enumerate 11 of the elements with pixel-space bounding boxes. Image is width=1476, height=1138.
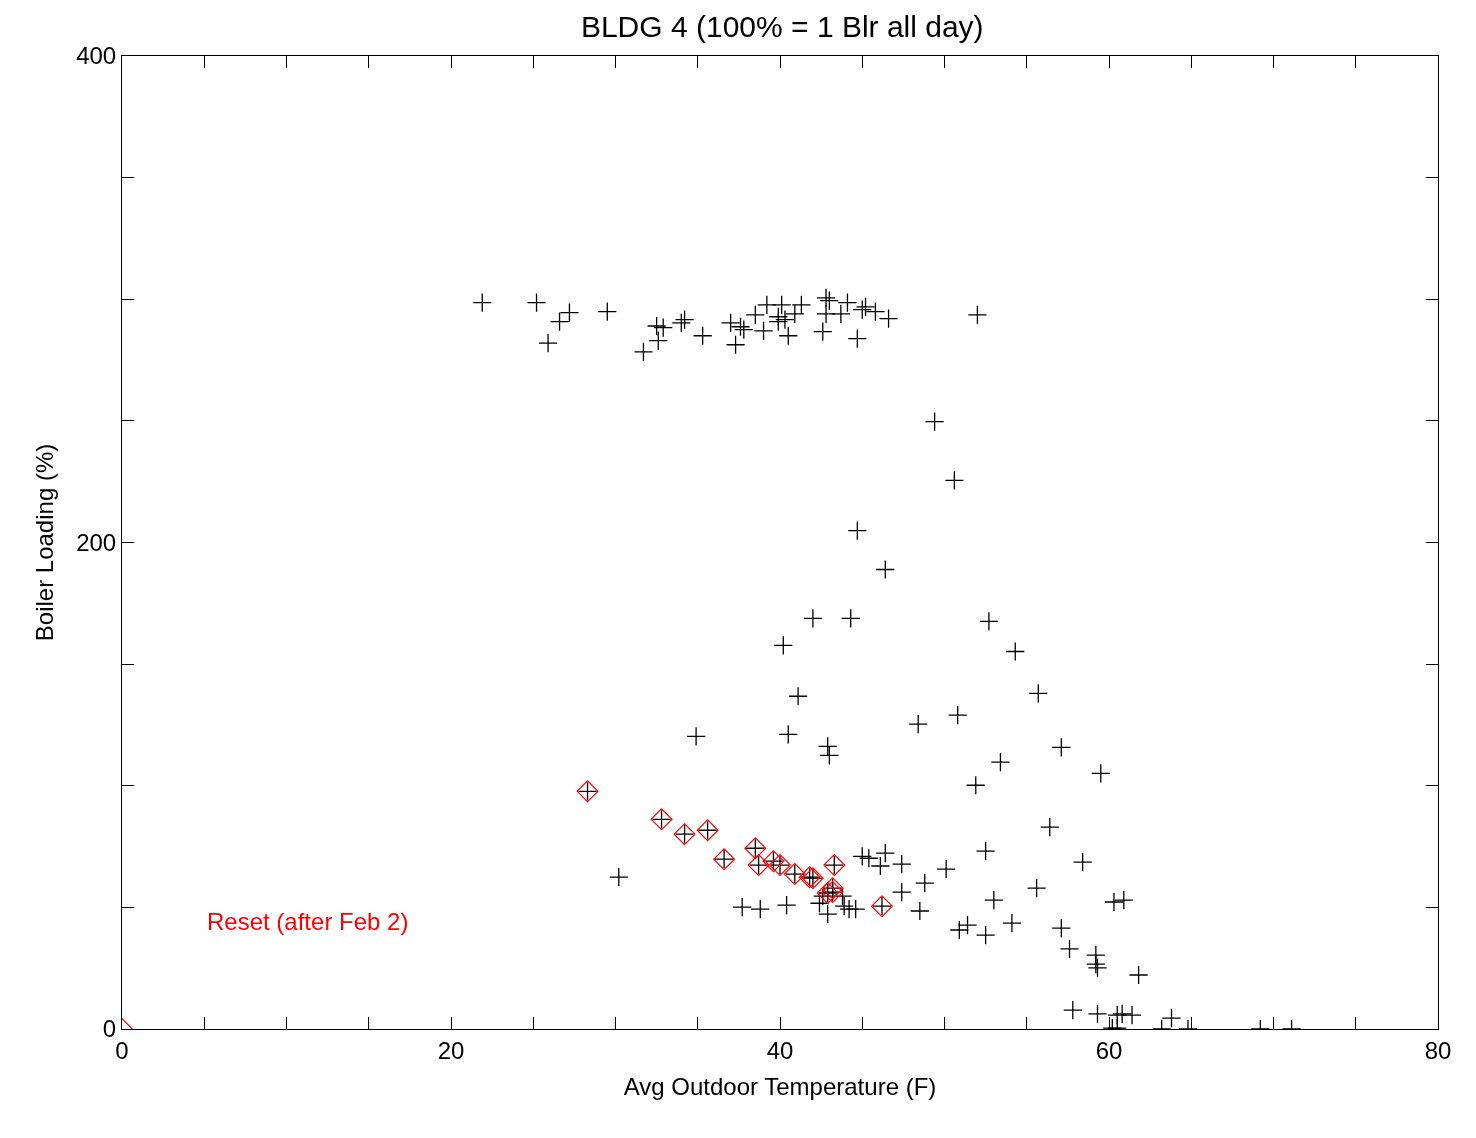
y-tick-label: 400 (76, 42, 117, 70)
x-tick-label: 20 (437, 1036, 465, 1064)
x-tick-label: 60 (1095, 1036, 1123, 1064)
x-tick-label: 40 (766, 1036, 794, 1064)
chart-title: BLDG 4 (100% = 1 Blr all day) (580, 9, 984, 43)
x-axis-title: Avg Outdoor Temperature (F) (623, 1073, 937, 1101)
y-axis-title: Boiler Loading (%) (31, 443, 59, 642)
x-tick-label: 80 (1424, 1036, 1452, 1064)
text: Reset (after Feb 2) (207, 908, 409, 935)
y-tick-label: 0 (102, 1015, 117, 1043)
y-tick-label: 200 (76, 528, 117, 556)
